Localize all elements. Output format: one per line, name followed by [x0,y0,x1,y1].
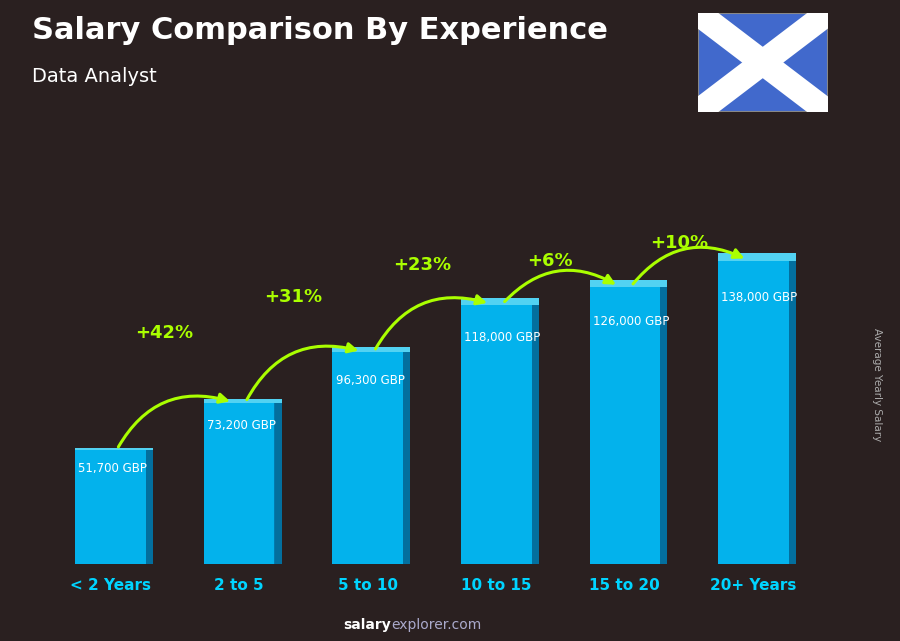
Bar [76,451,146,564]
Bar [590,287,661,564]
Text: explorer.com: explorer.com [392,618,482,632]
Bar [332,347,410,353]
Text: Average Yearly Salary: Average Yearly Salary [872,328,883,441]
Text: 118,000 GBP: 118,000 GBP [464,331,540,344]
Text: +31%: +31% [264,288,322,306]
Bar [532,304,539,564]
Text: 73,200 GBP: 73,200 GBP [207,419,276,432]
Text: Data Analyst: Data Analyst [32,67,157,87]
Bar [76,447,153,451]
Text: 138,000 GBP: 138,000 GBP [721,291,797,304]
Bar [590,280,667,287]
Bar [461,298,539,304]
Bar [718,253,796,261]
Text: +6%: +6% [527,252,573,270]
Bar [403,353,410,564]
Text: salary: salary [344,618,392,632]
Bar [146,451,153,564]
Text: +10%: +10% [650,234,708,252]
Bar [718,261,788,564]
Bar [274,403,282,564]
Text: 96,300 GBP: 96,300 GBP [336,374,404,387]
Text: 51,700 GBP: 51,700 GBP [78,462,148,475]
Bar [332,353,403,564]
Bar [203,399,282,403]
Bar [661,287,667,564]
Text: +23%: +23% [392,256,451,274]
Bar [203,403,274,564]
Text: +42%: +42% [136,324,194,342]
Bar [788,261,796,564]
Text: Salary Comparison By Experience: Salary Comparison By Experience [32,16,608,45]
Bar [461,304,532,564]
Text: 126,000 GBP: 126,000 GBP [593,315,669,328]
